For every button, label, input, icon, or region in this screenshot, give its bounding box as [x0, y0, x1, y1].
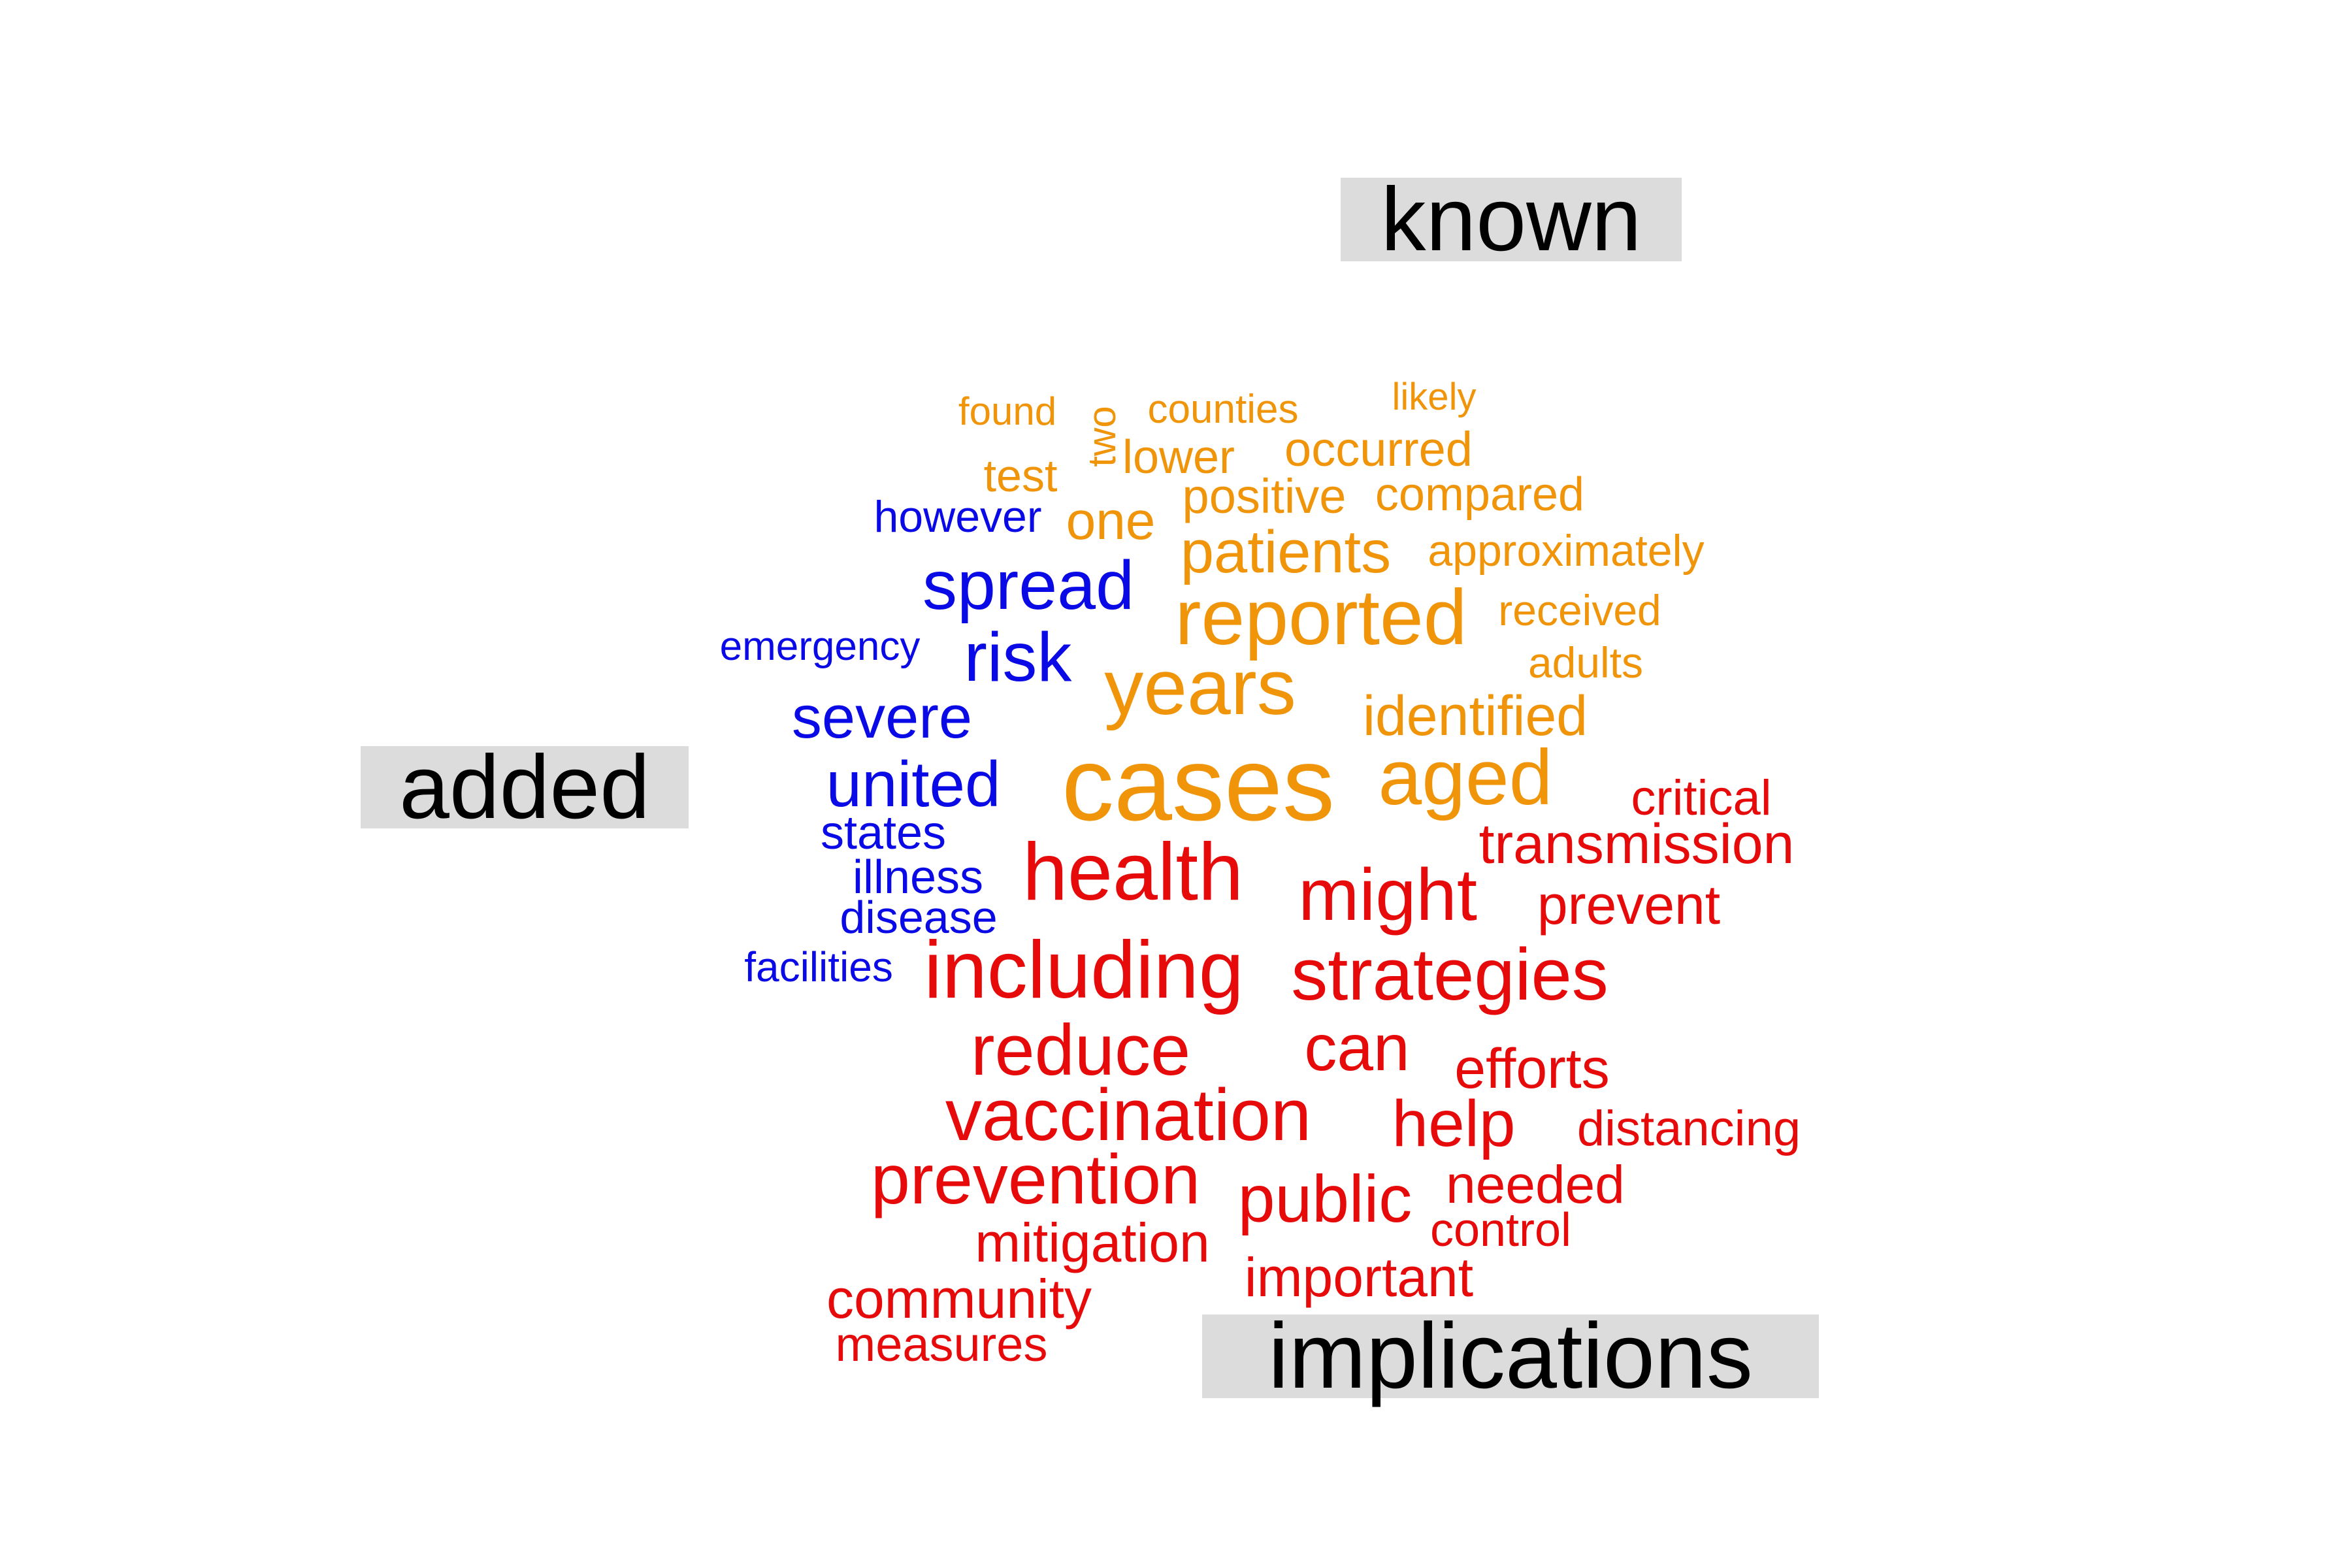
word-known-likely: likely: [1392, 376, 1477, 418]
word-implications-help: help: [1392, 1087, 1516, 1160]
word-implications-prevention: prevention: [870, 1139, 1201, 1218]
word-implications-health: health: [1022, 827, 1243, 917]
word-added-states: states: [820, 807, 947, 859]
word-known-counties: counties: [1147, 387, 1299, 432]
word-added-facilities: facilities: [744, 943, 893, 990]
word-known-one: one: [1066, 491, 1156, 551]
word-implications-public: public: [1237, 1162, 1413, 1236]
word-known-years: years: [1104, 644, 1296, 731]
word-implications-strategies: strategies: [1291, 934, 1609, 1015]
word-implications-might: might: [1298, 854, 1477, 936]
word-added-emergency: emergency: [719, 624, 921, 669]
word-known-two: two: [1080, 406, 1124, 467]
group-label-known: known: [1341, 174, 1682, 265]
word-implications-needed: needed: [1446, 1155, 1625, 1215]
word-implications-transmission: transmission: [1478, 813, 1795, 875]
word-implications-reduce: reduce: [970, 1010, 1191, 1090]
word-added-illness: illness: [852, 851, 984, 904]
word-implications-prevent: prevent: [1537, 874, 1721, 936]
word-added-however: however: [874, 492, 1042, 542]
word-implications-important: important: [1244, 1247, 1474, 1308]
word-known-approximately: approximately: [1428, 526, 1705, 576]
word-known-received: received: [1498, 586, 1661, 634]
word-implications-measures: measures: [835, 1317, 1048, 1371]
word-known-found: found: [958, 389, 1057, 433]
group-label-implications: implications: [1202, 1310, 1819, 1403]
word-known-test: test: [983, 450, 1058, 501]
word-implications-critical: critical: [1631, 770, 1772, 826]
word-implications-community: community: [826, 1268, 1092, 1330]
word-known-patients: patients: [1180, 519, 1392, 585]
word-implications-control: control: [1429, 1204, 1572, 1256]
word-implications-can: can: [1304, 1011, 1410, 1085]
word-known-cases: cases: [1062, 725, 1335, 842]
word-known-lower: lower: [1122, 431, 1235, 483]
word-implications-including: including: [924, 925, 1244, 1015]
word-known-aged: aged: [1378, 734, 1553, 821]
word-added-spread: spread: [922, 547, 1135, 624]
word-implications-mitigation: mitigation: [975, 1212, 1210, 1273]
group-label-added: added: [361, 742, 689, 832]
word-known-adults: adults: [1527, 638, 1644, 687]
word-known-occurred: occurred: [1284, 422, 1473, 476]
word-known-reported: reported: [1175, 574, 1467, 661]
word-added-severe: severe: [791, 684, 973, 751]
word-implications-efforts: efforts: [1454, 1037, 1610, 1100]
word-known-compared: compared: [1375, 468, 1585, 521]
word-known-identified: identified: [1362, 685, 1588, 747]
word-known-positive: positive: [1182, 469, 1347, 523]
word-implications-distancing: distancing: [1576, 1101, 1801, 1156]
word-added-risk: risk: [964, 619, 1072, 696]
word-implications-vaccination: vaccination: [945, 1074, 1312, 1156]
word-added-united: united: [826, 748, 1001, 820]
word-added-disease: disease: [840, 892, 998, 943]
